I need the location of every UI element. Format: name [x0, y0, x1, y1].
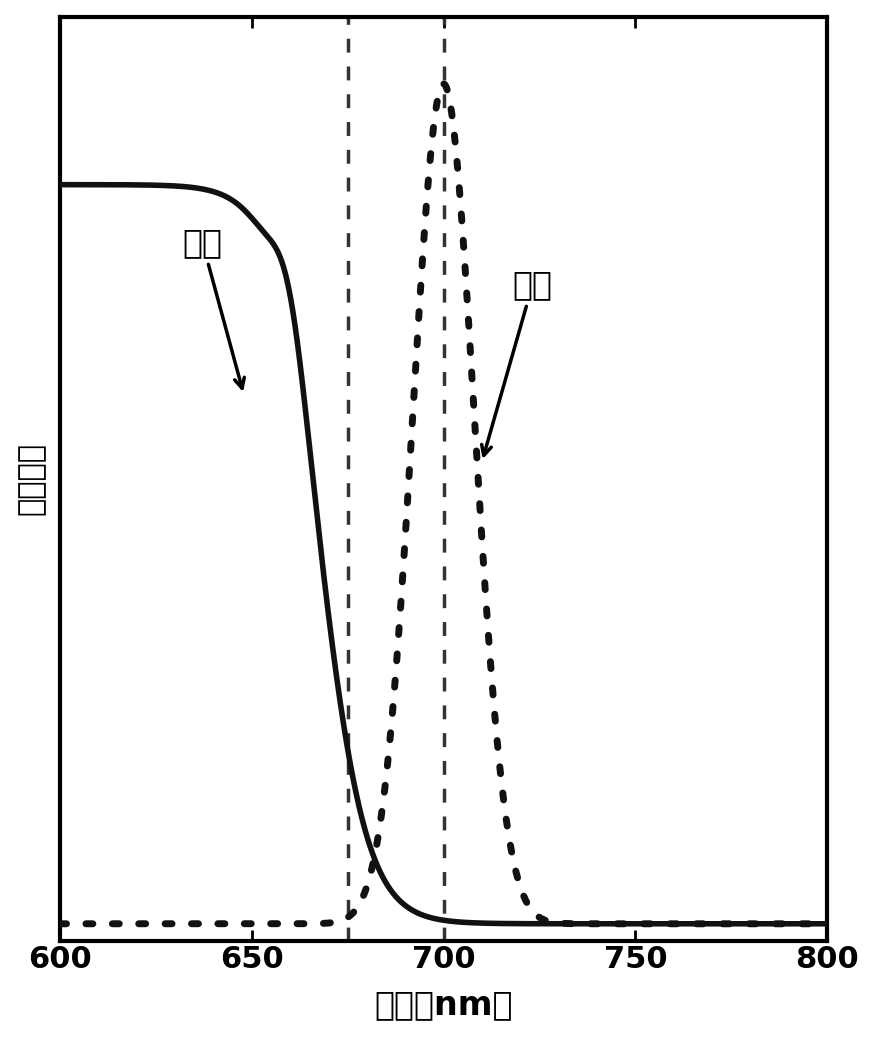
X-axis label: 波长（nm）: 波长（nm） [374, 988, 512, 1021]
Text: 吸收: 吸收 [182, 226, 244, 388]
Y-axis label: 相对强度: 相对强度 [17, 442, 46, 515]
Text: 发射: 发射 [482, 268, 553, 456]
